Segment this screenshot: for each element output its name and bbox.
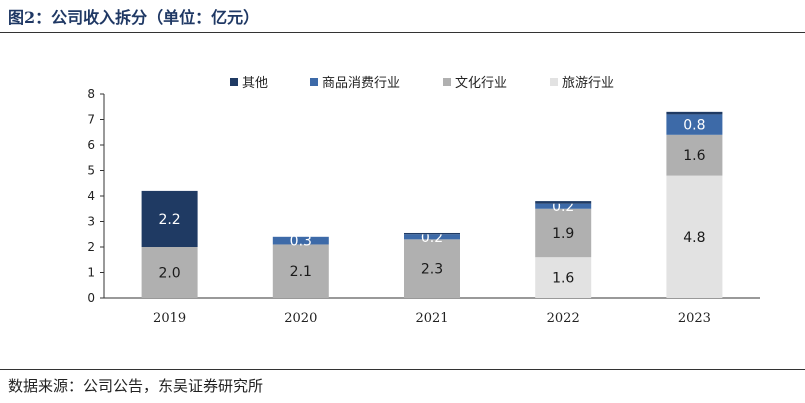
legend-item-other: 其他 — [230, 72, 268, 91]
bar-segment-2023-3 — [666, 111, 723, 115]
data-label-2021-1: 2.3 — [421, 262, 443, 278]
bar-segment-2022-3 — [535, 201, 592, 204]
bar-segment-2019-1 — [141, 247, 198, 298]
legend-swatch-culture — [443, 77, 451, 86]
legend-item-culture: 文化行业 — [443, 72, 507, 91]
bar-segment-2022-1 — [535, 208, 592, 258]
legend-item-consumer-goods: 商品消费行业 — [310, 72, 400, 91]
legend-swatch-consumer-goods — [310, 77, 318, 86]
bar-segment-2019-3 — [141, 190, 198, 247]
chart-legend: 其他 商品消费行业 文化行业 旅游行业 — [0, 72, 805, 92]
top-rule — [0, 32, 805, 33]
y-tick-label: 0 — [87, 291, 95, 305]
y-tick-label: 5 — [87, 164, 95, 178]
data-label-2023-0: 4.8 — [683, 230, 705, 246]
legend-swatch-other — [230, 77, 238, 86]
y-tick-label: 3 — [87, 215, 95, 229]
x-tick-label-2021: 2021 — [415, 311, 448, 326]
data-label-2020-2: 0.3 — [290, 234, 312, 250]
data-label-2019-3: 2.2 — [158, 212, 180, 228]
data-label-2022-1: 1.9 — [552, 226, 574, 242]
x-tick-label-2023: 2023 — [678, 311, 711, 326]
data-label-2022-0: 1.6 — [552, 271, 574, 287]
bar-segment-2023-2 — [666, 114, 723, 135]
y-tick-label: 6 — [87, 138, 95, 152]
y-tick-label: 8 — [87, 87, 95, 101]
y-tick-label: 1 — [87, 266, 95, 280]
bar-segment-2023-0 — [666, 175, 723, 298]
data-label-2023-2: 0.8 — [683, 118, 705, 134]
bar-segment-2021-2 — [404, 234, 460, 240]
x-tick-label-2019: 2019 — [153, 311, 186, 326]
y-tick-label: 2 — [87, 240, 95, 254]
figure-title: 图2：公司收入拆分（单位：亿元） — [8, 8, 260, 27]
bar-segment-2022-2 — [535, 203, 592, 209]
data-label-2021-2: 0.2 — [421, 230, 443, 246]
legend-label-consumer-goods: 商品消费行业 — [322, 76, 401, 91]
legend-item-tourism: 旅游行业 — [550, 72, 614, 91]
bar-segment-2021-3 — [404, 232, 460, 235]
legend-swatch-tourism — [550, 77, 558, 86]
source-note: 数据来源：公司公告，东吴证券研究所 — [8, 377, 264, 395]
data-label-2023-1: 1.6 — [683, 148, 705, 164]
legend-label-other: 其他 — [242, 76, 269, 91]
data-label-2019-1: 2.0 — [158, 266, 180, 282]
data-label-2020-1: 2.1 — [290, 264, 312, 280]
bar-segment-2023-1 — [666, 134, 723, 176]
y-tick-label: 4 — [87, 189, 95, 203]
bar-segment-2020-1 — [272, 244, 329, 298]
bar-segment-2020-2 — [272, 236, 329, 245]
bar-segment-2021-1 — [404, 239, 460, 298]
legend-label-tourism: 旅游行业 — [562, 76, 615, 91]
bar-segment-2022-0 — [535, 257, 592, 298]
x-tick-label-2022: 2022 — [547, 311, 580, 326]
bottom-rule — [0, 369, 805, 370]
x-tick-label-2020: 2020 — [284, 311, 317, 326]
legend-label-culture: 文化行业 — [455, 76, 508, 91]
y-tick-label: 7 — [87, 113, 95, 127]
